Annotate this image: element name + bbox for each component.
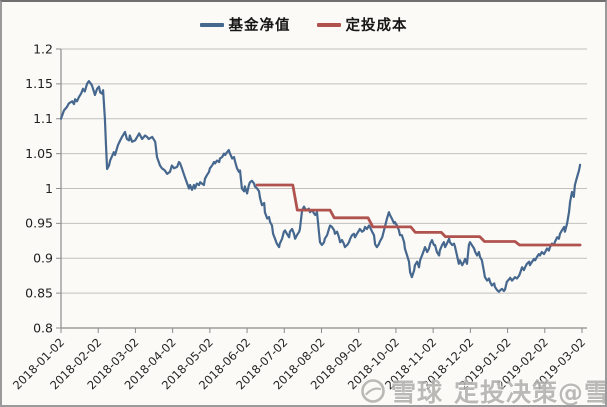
- fund-nav-line-swatch: [199, 22, 224, 27]
- y-axis-tick-labels: 0.8 0.85 0.9 0.95 1 1.05 1.1 1.15 1.2: [25, 41, 53, 335]
- dca-cost-legend-label: 定投成本: [345, 18, 408, 34]
- dca-cost-series-line: [255, 183, 582, 247]
- fund-nav-series-line: [59, 79, 582, 293]
- y-tick-label: 1.1: [33, 111, 53, 126]
- legend-item-dca-cost: 定投成本: [316, 14, 408, 35]
- dca-cost-line-swatch: [316, 22, 341, 27]
- y-tick-label: 1.2: [33, 41, 53, 56]
- y-tick-label: 1.05: [25, 146, 53, 161]
- y-tick-label: 0.9: [33, 251, 53, 266]
- gridlines: [61, 48, 587, 329]
- chart-legend: 基金净值 定投成本: [2, 14, 605, 35]
- fund-nav-legend-label: 基金净值: [228, 18, 291, 34]
- x-axis-tick-labels: 2018-01-022018-02-022018-03-022018-04-02…: [10, 335, 588, 392]
- y-tick-label: 1: [45, 181, 53, 196]
- axis-lines: [56, 48, 587, 333]
- y-tick-label: 0.95: [25, 216, 53, 231]
- series-lines: [59, 79, 582, 293]
- legend-item-fund-nav: 基金净值: [199, 14, 291, 35]
- y-tick-label: 0.85: [25, 285, 53, 300]
- y-tick-label: 0.8: [33, 320, 53, 335]
- y-tick-label: 1.15: [25, 76, 53, 91]
